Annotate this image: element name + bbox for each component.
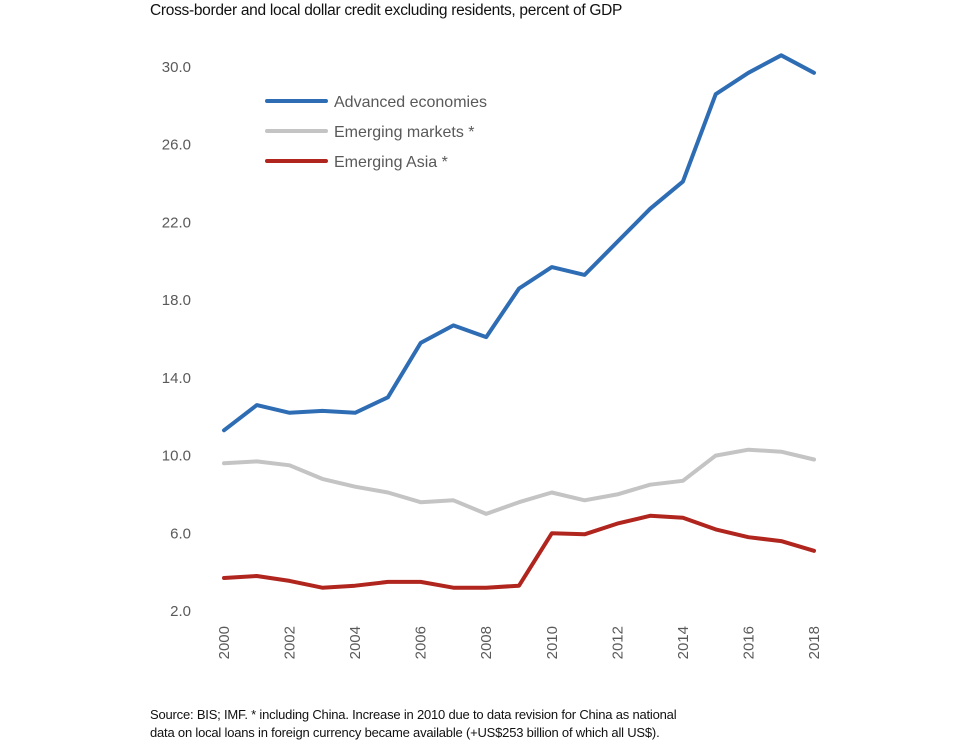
y-tick-label: 26.0 — [162, 137, 191, 154]
legend-label: Advanced economies — [334, 94, 487, 111]
y-tick-label: 30.0 — [162, 59, 191, 76]
series-line-emerging-asia — [222, 513, 816, 590]
y-tick-label: 2.0 — [170, 603, 191, 620]
x-tick-label: 2002 — [282, 626, 299, 659]
x-tick-label: 2008 — [478, 626, 495, 659]
legend-label: Emerging markets * — [334, 124, 475, 141]
x-tick-label: 2010 — [544, 626, 561, 659]
x-tick-label: 2014 — [675, 626, 692, 659]
x-axis-ticks: 2000 2002 2004 2006 2008 2010 2012 2014 2016 2018 — [216, 626, 823, 659]
series-line-advanced-economies — [222, 53, 816, 433]
x-tick-label: 2018 — [806, 626, 823, 659]
series-line-emerging-markets — [222, 447, 816, 516]
legend: Advanced economies Emerging markets * Emer… — [265, 94, 487, 171]
source-note: Source: BIS; IMF. * including China. Inc… — [150, 706, 850, 742]
series-lines — [222, 53, 816, 590]
y-tick-label: 10.0 — [162, 448, 191, 465]
x-tick-label: 2016 — [740, 626, 757, 659]
y-axis-ticks: 30.0 26.0 22.0 18.0 14.0 10.0 6.0 2.0 — [162, 59, 191, 620]
source-note-line-2: data on local loans in foreign currency … — [150, 725, 660, 740]
legend-label: Emerging Asia * — [334, 154, 448, 171]
chart-title: Cross-border and local dollar credit exc… — [150, 2, 623, 19]
x-tick-label: 2012 — [609, 626, 626, 659]
legend-item-emerging-markets: Emerging markets * — [265, 124, 475, 141]
x-tick-label: 2000 — [216, 626, 233, 659]
x-tick-label: 2004 — [347, 626, 364, 659]
y-tick-label: 6.0 — [170, 525, 191, 542]
y-tick-label: 22.0 — [162, 214, 191, 231]
source-note-line-1: Source: BIS; IMF. * including China. Inc… — [150, 707, 677, 722]
y-tick-label: 18.0 — [162, 292, 191, 309]
x-tick-label: 2006 — [413, 626, 430, 659]
legend-item-emerging-asia: Emerging Asia * — [265, 154, 448, 171]
legend-item-advanced-economies: Advanced economies — [265, 94, 487, 111]
y-tick-label: 14.0 — [162, 370, 191, 387]
